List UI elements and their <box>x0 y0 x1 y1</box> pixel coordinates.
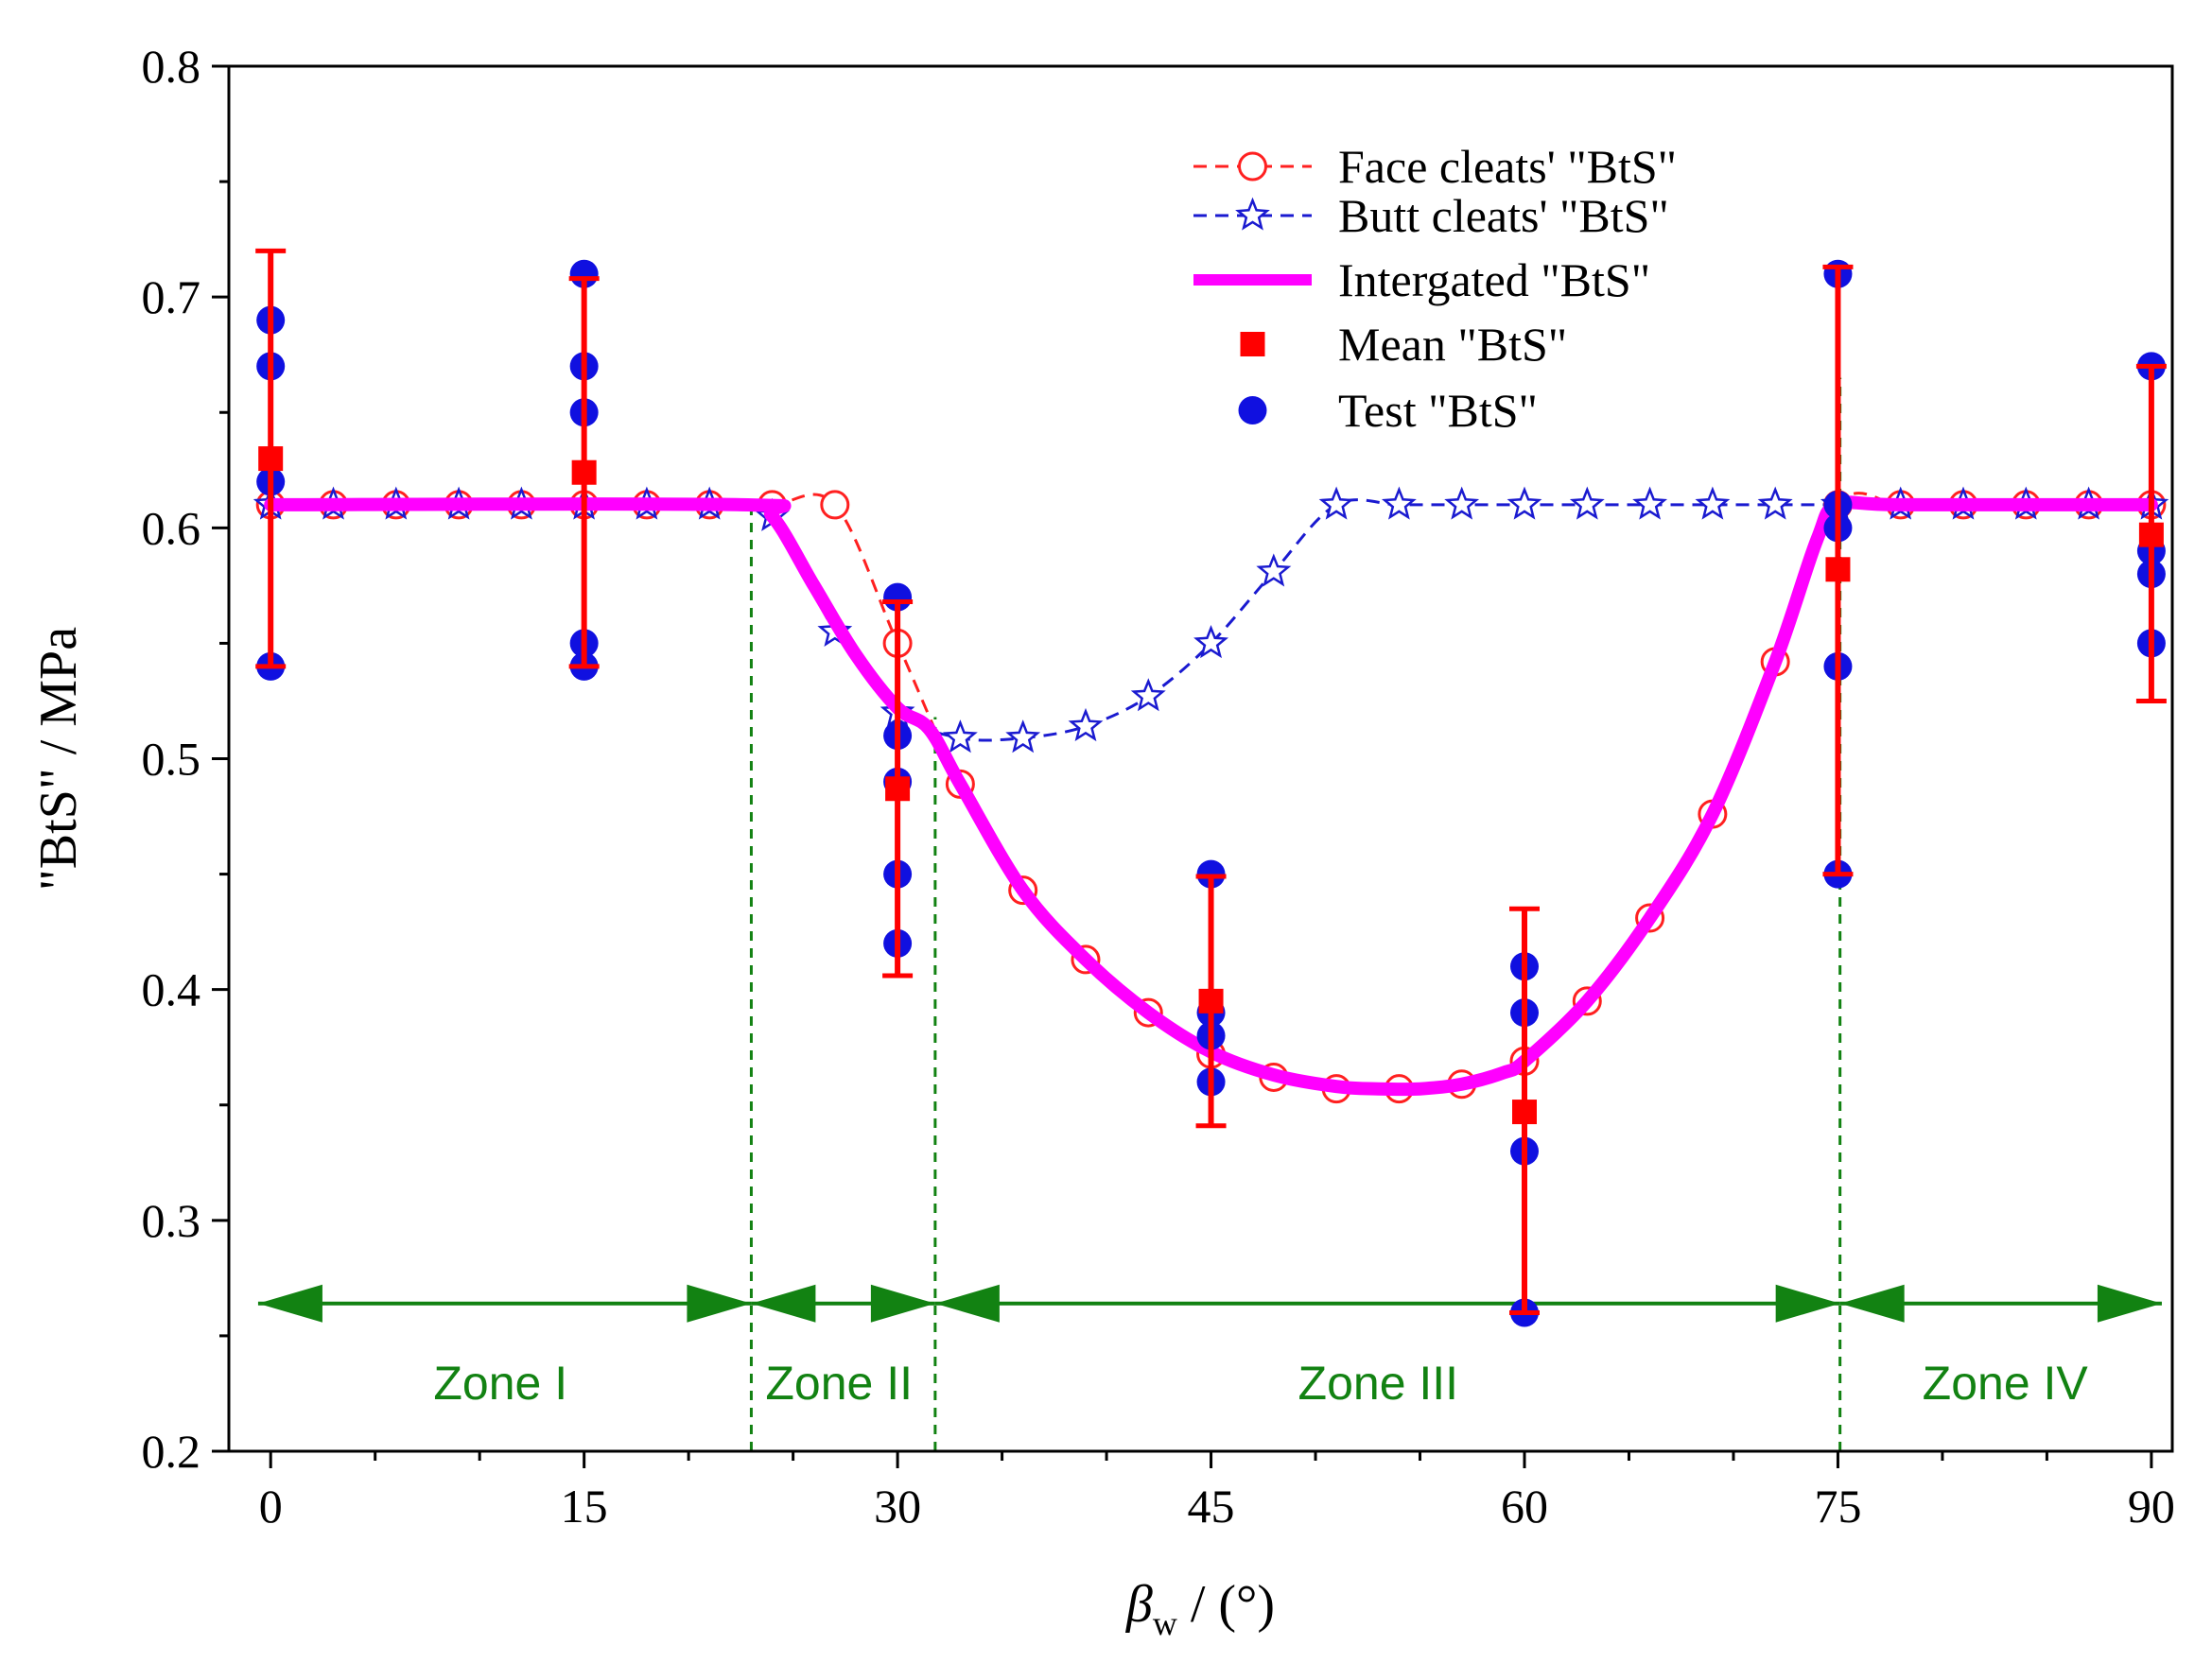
test-point <box>883 582 913 612</box>
legend-label: Mean "BtS" <box>1338 318 1567 371</box>
mean-point <box>571 459 597 485</box>
zone-arrowhead-left <box>1839 1284 1905 1323</box>
mean-point <box>1825 557 1851 582</box>
butt-cleats-line <box>270 498 2151 742</box>
plot-frame <box>227 64 2174 1453</box>
series-layer <box>253 248 2169 1327</box>
zone-label: Zone IV <box>1923 1357 2089 1410</box>
y-tick-label: 0.8 <box>142 40 201 93</box>
x-tick-label: 0 <box>259 1480 283 1533</box>
butt-cleats-point <box>1381 486 1417 520</box>
y-tick-label: 0.2 <box>142 1425 201 1478</box>
zone-label: Zone I <box>433 1357 567 1410</box>
butt-cleats-point <box>1256 553 1292 587</box>
zone-arrowhead-left <box>257 1284 322 1323</box>
x-axis-title: βw / (°) <box>1125 1575 1275 1642</box>
test-point <box>569 259 599 288</box>
legend-label: Face cleats' "BtS" <box>1338 140 1677 193</box>
zone-arrowhead-right <box>687 1284 752 1323</box>
x-axis-title-subscript: w <box>1153 1604 1177 1642</box>
legend-mean-marker <box>1240 332 1265 356</box>
legend-test-marker <box>1238 396 1267 424</box>
butt-cleats-point <box>1068 707 1104 742</box>
y-tick-label: 0.3 <box>142 1194 201 1247</box>
legend-label: Butt cleats' "BtS" <box>1338 189 1669 242</box>
y-tick-label: 0.6 <box>142 501 201 554</box>
legend-label: Intergated "BtS" <box>1338 253 1650 306</box>
zone-arrowhead-right <box>870 1284 935 1323</box>
mean-point <box>258 446 284 472</box>
x-tick-label: 90 <box>2128 1480 2175 1533</box>
x-axis-title-unit: / (°) <box>1177 1575 1275 1634</box>
y-tick-label: 0.7 <box>142 270 201 323</box>
legend-face-cleats-marker <box>1238 151 1267 182</box>
zone-arrowhead-right <box>2097 1284 2162 1323</box>
legend: Face cleats' "BtS"Butt cleats' "BtS" Inte… <box>1193 140 1677 437</box>
butt-cleats-point <box>1005 719 1041 754</box>
x-tick-label: 15 <box>561 1480 608 1533</box>
x-tick-label: 60 <box>1501 1480 1548 1533</box>
butt-cleats-point <box>1695 486 1731 520</box>
y-tick-label: 0.5 <box>142 733 201 786</box>
mean-point <box>885 776 911 802</box>
butt-cleats-point <box>1507 486 1542 520</box>
x-tick-label: 45 <box>1188 1480 1235 1533</box>
butt-cleats-point <box>1569 486 1605 520</box>
mean-point <box>2138 522 2164 547</box>
x-axis-title-symbol: β <box>1125 1575 1153 1634</box>
zone-layer: Zone I Zone II Zone III Zone IV <box>257 377 2162 1451</box>
y-tick-label: 0.4 <box>142 963 201 1016</box>
zone-arrowhead-left <box>934 1284 1000 1323</box>
zone-arrowhead-right <box>1775 1284 1840 1323</box>
butt-cleats-point <box>1444 486 1480 520</box>
zone-label: Zone III <box>1298 1357 1459 1410</box>
butt-cleats-point <box>1193 625 1229 659</box>
butt-cleats-point <box>1318 486 1354 520</box>
x-tick-label: 75 <box>1814 1480 1861 1533</box>
legend-butt-cleats-marker <box>1235 197 1270 231</box>
mean-point <box>1198 988 1224 1013</box>
x-tick-label: 30 <box>874 1480 921 1533</box>
face-cleats-point <box>820 490 850 520</box>
axes: 0.2 0.3 0.4 0.5 0.6 0.7 0.8 0 15 30 45 60 75 90 βw / (… <box>29 40 2175 1642</box>
legend-label: Test "BtS" <box>1338 384 1538 437</box>
mean-point <box>1512 1100 1537 1125</box>
butt-cleats-point <box>1757 486 1793 520</box>
integrated-line <box>264 495 2158 1097</box>
butt-cleats-point <box>1632 486 1668 520</box>
butt-cleats-point <box>1130 678 1166 712</box>
zone-arrowhead-left <box>751 1284 816 1323</box>
y-axis-title: "BtS" / MPa <box>29 627 88 891</box>
zone-label: Zone II <box>765 1357 913 1410</box>
butt-cleats-point <box>942 719 978 754</box>
